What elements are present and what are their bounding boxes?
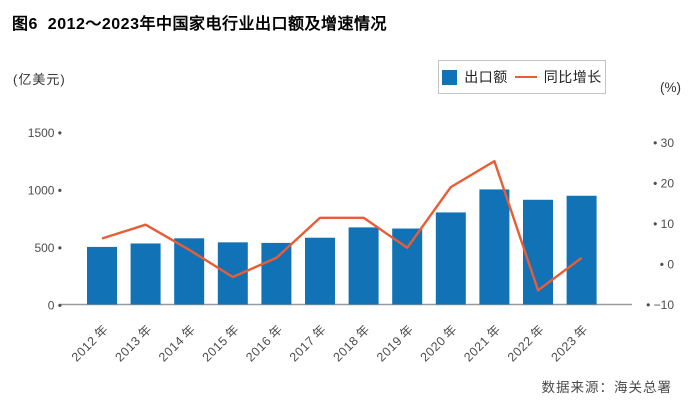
bar-2012年	[87, 246, 117, 305]
legend-bar-label: 出口额	[464, 69, 508, 85]
bar-2014年	[174, 238, 205, 305]
left-axis-tick: 1500 •	[28, 126, 62, 140]
bar-2021年	[479, 189, 510, 305]
bar-2020年	[435, 212, 466, 305]
x-axis-label: 2015 年	[200, 322, 242, 364]
x-axis-label: 2021 年	[461, 322, 503, 364]
growth-line	[101, 159, 583, 292]
x-axis-label: 2019 年	[374, 322, 416, 364]
figure-title: 图6 2012～2023年中国家电行业出口额及增速情况	[12, 16, 387, 33]
bar-2018年	[348, 227, 379, 305]
source-note: 数据来源：海关总署	[541, 380, 672, 395]
x-axis-label: 2022 年	[505, 322, 547, 364]
x-axis-label: 2018 年	[330, 322, 372, 364]
legend-line-label: 同比增长	[543, 69, 602, 85]
x-axis-label: 2012 年	[69, 322, 111, 364]
x-axis-label: 2013 年	[112, 322, 154, 364]
bar-2013年	[130, 243, 161, 305]
bar-2017年	[305, 237, 335, 305]
left-axis-unit: (亿美元)	[13, 72, 66, 87]
right-axis-tick: • 20	[653, 177, 674, 191]
right-axis-unit: (%)	[660, 80, 681, 95]
x-axis-label: 2017 年	[287, 322, 329, 364]
bar-2016年	[261, 242, 292, 305]
x-axis-label: 2014 年	[156, 322, 198, 364]
right-axis-tick: • 30	[653, 136, 674, 150]
x-axis-label: 2016 年	[243, 322, 285, 364]
right-axis-tick: • −10	[646, 298, 674, 312]
right-axis-tick: • 0	[660, 258, 675, 272]
left-axis-tick: 0 •	[48, 299, 62, 313]
x-axis-label: 2023 年	[548, 322, 590, 364]
left-axis-tick: 1000 •	[28, 184, 62, 198]
legend: 出口额 同比增长	[438, 60, 606, 94]
bar-2023年	[566, 195, 597, 305]
legend-bar-swatch-icon	[442, 69, 458, 85]
left-axis-tick: 500 •	[34, 241, 62, 255]
x-axis-label: 2020 年	[418, 322, 460, 364]
right-axis-tick: • 10	[653, 217, 674, 231]
legend-line-swatch-icon	[514, 76, 537, 78]
